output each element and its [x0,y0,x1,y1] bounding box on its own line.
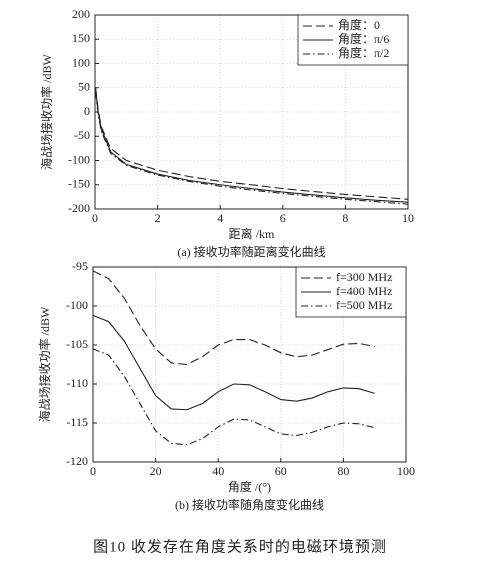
x-tick-label: 80 [337,464,349,478]
x-tick-label: 60 [275,464,287,478]
legend-label: f=500 MHz [336,298,392,312]
x-axis-label: 距离 /km [229,226,275,241]
figure-caption: 图10 收发存在角度关系时的电磁环境预测 [93,537,387,555]
line [92,314,375,411]
y-axis-label: 海战场接收功率 /dBW [37,306,52,422]
x-tick-label: 4 [217,211,223,225]
legend-label: f=300 MHz [336,270,392,284]
y-tick-label: -95 [72,259,88,273]
y-tick-label: 200 [72,7,90,21]
y-tick-label: -115 [66,415,88,429]
line [95,87,409,200]
x-axis-label: 角度 /(°) [228,479,271,494]
chart-caption: (b) 接收功率随角度变化曲线 [175,497,324,512]
y-tick-label: -110 [66,376,88,390]
plot-frame [92,266,407,463]
x-tick-label: 0 [92,211,98,225]
x-tick-label: 20 [150,464,162,478]
y-tick-label: -50 [74,128,90,142]
y-tick-label: -100 [68,152,90,166]
x-tick-label: 10 [402,211,414,225]
y-tick-label: -105 [66,337,88,351]
legend-label: 角度：π/2 [338,45,389,60]
y-tick-label: -100 [66,298,88,312]
x-tick-label: 100 [397,464,415,478]
legend-label: 角度：0 [338,17,380,32]
y-tick-label: -150 [68,177,90,191]
y-tick-label: 150 [72,31,90,45]
chart-caption: (a) 接收功率随距离变化曲线 [177,244,325,259]
line [95,90,409,203]
x-tick-label: 8 [342,211,348,225]
y-tick-label: -200 [68,201,90,215]
legend-label: f=400 MHz [336,284,392,298]
y-tick-label: -120 [66,454,88,468]
x-tick-label: 0 [90,464,96,478]
line [95,92,409,205]
legend-label: 角度：π/6 [338,31,389,46]
x-tick-label: 40 [212,464,224,478]
y-tick-label: 0 [84,104,90,118]
y-tick-label: 50 [78,80,90,94]
y-tick-label: 100 [72,55,90,69]
x-tick-label: 6 [280,211,286,225]
x-tick-label: 2 [155,211,161,225]
y-axis-label: 海战场接收功率 /dBW [39,53,54,169]
line [92,348,375,446]
plot-frame [94,14,409,210]
line [92,270,375,366]
